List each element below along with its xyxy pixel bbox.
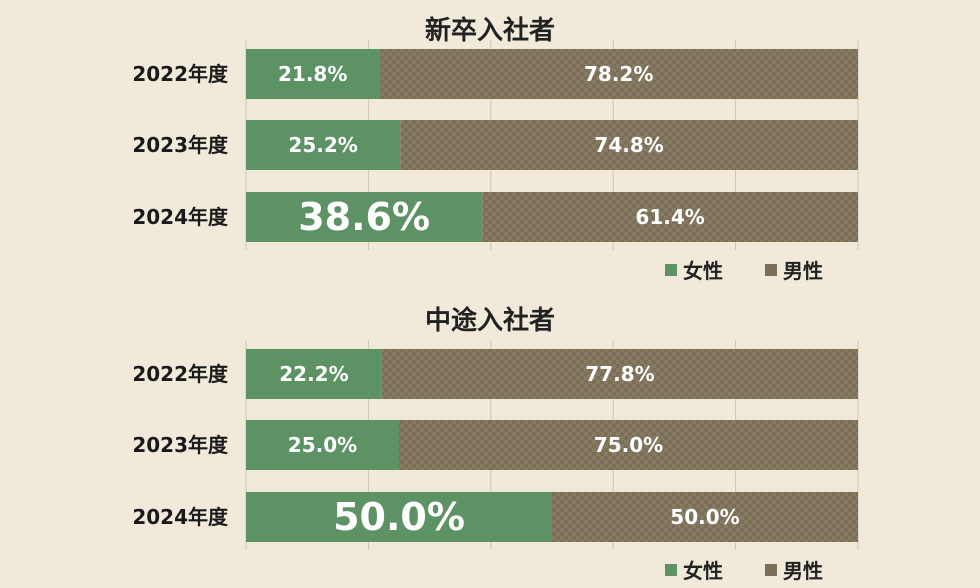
male-bar: [482, 192, 858, 242]
male-legend-swatch: [765, 563, 777, 576]
female-value-label: 38.6%: [298, 195, 430, 239]
female-value-label: 50.0%: [333, 495, 465, 539]
male-legend-label: 男性: [783, 559, 823, 583]
male-legend-label: 男性: [783, 259, 823, 283]
male-value-label: 74.8%: [594, 133, 663, 157]
category-label: 2024年度: [132, 505, 229, 529]
female-bar: [246, 492, 552, 542]
male-value-label: 78.2%: [584, 62, 653, 86]
male-bar: [400, 120, 858, 170]
female-legend-label: 女性: [683, 559, 723, 583]
female-bar: [246, 49, 380, 99]
female-value-label: 25.2%: [288, 133, 357, 157]
category-label: 2022年度: [132, 62, 229, 86]
male-value-label: 61.4%: [635, 205, 704, 229]
category-label: 2023年度: [132, 133, 229, 157]
male-value-label: 50.0%: [670, 505, 739, 529]
female-bar: [246, 420, 399, 470]
female-bar: [246, 120, 401, 170]
female-legend-swatch: [665, 563, 677, 576]
male-bar: [552, 492, 858, 542]
female-value-label: 22.2%: [279, 362, 348, 386]
male-value-label: 77.8%: [585, 362, 654, 386]
female-legend-swatch: [665, 263, 677, 276]
category-label: 2024年度: [132, 205, 229, 229]
male-bar: [399, 420, 858, 470]
male-value-label: 75.0%: [594, 433, 663, 457]
male-bar: [381, 349, 858, 399]
male-bar: [379, 49, 858, 99]
chart-2-legend: 女性 男性: [665, 555, 823, 584]
chart-1-legend: 女性 男性: [665, 255, 823, 284]
category-label: 2022年度: [132, 362, 229, 386]
female-value-label: 25.0%: [288, 433, 357, 457]
chart-1-title: 新卒入社者: [424, 16, 555, 46]
category-label: 2023年度: [132, 433, 229, 457]
female-value-label: 21.8%: [278, 62, 347, 86]
female-legend-label: 女性: [683, 259, 723, 283]
female-bar: [246, 192, 483, 242]
chart-2-title: 中途入社者: [424, 306, 555, 336]
male-legend-swatch: [765, 263, 777, 276]
female-bar: [246, 349, 382, 399]
